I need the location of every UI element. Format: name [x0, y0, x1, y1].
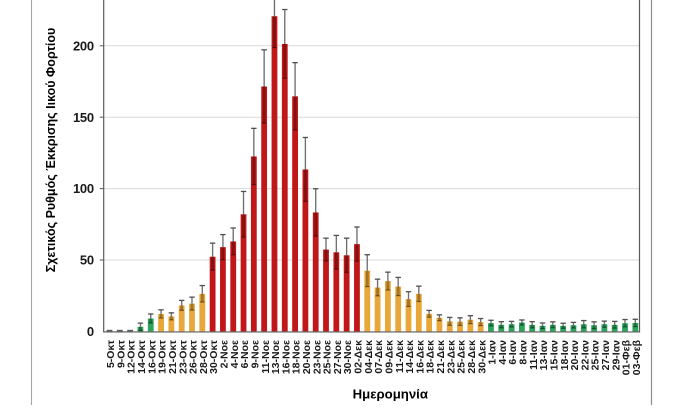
svg-text:9-Οκτ: 9-Οκτ	[115, 340, 127, 368]
svg-text:30-Οκτ: 30-Οκτ	[208, 340, 220, 374]
svg-text:30-Νοε: 30-Νοε	[342, 340, 354, 374]
svg-text:5-Οκτ: 5-Οκτ	[105, 340, 117, 368]
svg-text:4-Νοε: 4-Νοε	[229, 340, 241, 368]
svg-text:16-Νοε: 16-Νοε	[280, 340, 292, 374]
svg-text:09-Δεκ: 09-Δεκ	[383, 340, 395, 374]
svg-text:14-Δεκ: 14-Δεκ	[404, 340, 416, 374]
svg-text:28-Δεκ: 28-Δεκ	[466, 340, 478, 374]
svg-text:07-Δεκ: 07-Δεκ	[373, 340, 385, 374]
svg-text:04-Δεκ: 04-Δεκ	[363, 340, 375, 374]
svg-text:22-Ιαν: 22-Ιαν	[579, 340, 591, 371]
svg-text:01-Φεβ: 01-Φεβ	[621, 339, 633, 375]
svg-text:9-Νοε: 9-Νοε	[249, 340, 261, 368]
svg-text:20-Ιαν: 20-Ιαν	[569, 340, 581, 371]
svg-text:03-Φεβ: 03-Φεβ	[631, 339, 643, 375]
svg-text:50: 50	[80, 253, 94, 268]
svg-text:13-Ιαν: 13-Ιαν	[538, 340, 550, 371]
svg-text:27-Νοε: 27-Νοε	[332, 340, 344, 374]
svg-text:18-Δεκ: 18-Δεκ	[425, 340, 437, 374]
svg-text:23-Οκτ: 23-Οκτ	[177, 340, 189, 374]
svg-text:Ημερομηνία: Ημερομηνία	[353, 387, 428, 402]
svg-text:4-Ιαν: 4-Ιαν	[497, 340, 509, 365]
svg-text:11-Νοε: 11-Νοε	[260, 340, 272, 374]
svg-text:13-Νοε: 13-Νοε	[270, 340, 282, 374]
svg-text:Σχετικός Ρυθμός Έκκρισης Ιικού: Σχετικός Ρυθμός Έκκρισης Ιικού Φορτίου	[44, 28, 58, 273]
svg-text:19-Οκτ: 19-Οκτ	[157, 340, 169, 374]
svg-text:16-Οκτ: 16-Οκτ	[146, 340, 158, 374]
svg-text:12-Οκτ: 12-Οκτ	[126, 340, 138, 374]
svg-text:26-Οκτ: 26-Οκτ	[188, 340, 200, 374]
svg-text:18-Ιαν: 18-Ιαν	[559, 340, 571, 371]
svg-text:2-Νοε: 2-Νοε	[219, 340, 231, 368]
svg-text:25-Ιαν: 25-Ιαν	[590, 340, 602, 371]
svg-text:25-Δεκ: 25-Δεκ	[456, 340, 468, 374]
svg-text:11-Δεκ: 11-Δεκ	[394, 340, 406, 373]
svg-text:02-Δεκ: 02-Δεκ	[353, 340, 365, 374]
svg-text:21-Οκτ: 21-Οκτ	[167, 340, 179, 374]
svg-text:14-Οκτ: 14-Οκτ	[136, 340, 148, 374]
svg-text:0: 0	[87, 324, 94, 339]
svg-text:20-Νοε: 20-Νοε	[301, 340, 313, 374]
svg-text:25-Νοε: 25-Νοε	[322, 340, 334, 374]
svg-text:16-Δεκ: 16-Δεκ	[414, 340, 426, 374]
svg-text:27-Ιαν: 27-Ιαν	[600, 340, 612, 371]
svg-text:23-Δεκ: 23-Δεκ	[445, 340, 457, 374]
svg-text:29-Ιαν: 29-Ιαν	[610, 340, 622, 371]
svg-text:21-Δεκ: 21-Δεκ	[435, 340, 447, 374]
svg-text:6-Ιαν: 6-Ιαν	[507, 340, 519, 365]
svg-text:11-Ιαν: 11-Ιαν	[528, 340, 540, 370]
svg-text:28-Οκτ: 28-Οκτ	[198, 340, 210, 374]
svg-text:1-Ιαν: 1-Ιαν	[487, 340, 499, 365]
svg-text:200: 200	[73, 38, 94, 53]
svg-text:6-Νοε: 6-Νοε	[239, 340, 251, 368]
svg-text:150: 150	[73, 110, 94, 125]
svg-text:23-Νοε: 23-Νοε	[311, 340, 323, 374]
svg-text:30-Δεκ: 30-Δεκ	[476, 340, 488, 374]
svg-text:8-Ιαν: 8-Ιαν	[518, 340, 530, 365]
svg-text:18-Νοε: 18-Νοε	[291, 340, 303, 374]
svg-text:15-Ιαν: 15-Ιαν	[548, 340, 560, 371]
svg-text:100: 100	[73, 181, 94, 196]
